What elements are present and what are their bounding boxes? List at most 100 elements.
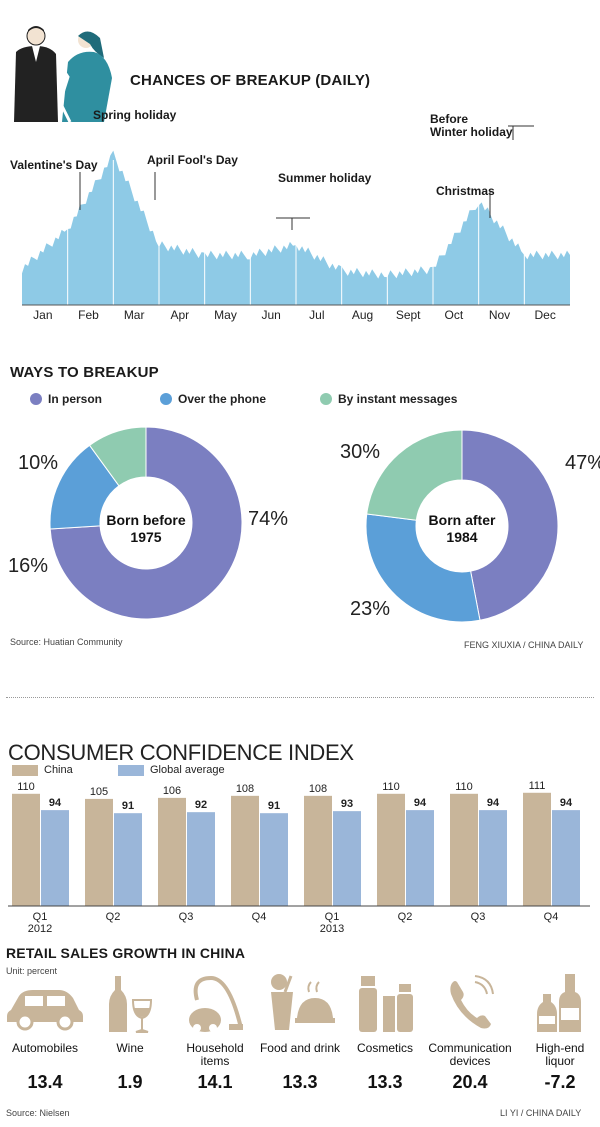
cci-tick-label: Q3 <box>179 911 194 923</box>
cci-tick-label: Q4 <box>252 911 267 923</box>
food-drink-icon <box>260 972 340 1039</box>
cci-tick-label: Q2 <box>398 911 413 923</box>
cci-tick-label: Q4 <box>544 911 559 923</box>
month-tick-label: Mar <box>123 308 145 322</box>
annotation-valentines: Valentine's Day <box>10 158 98 172</box>
cci-tick-label: Q2 <box>106 911 121 923</box>
cci-value-china: 106 <box>163 785 181 797</box>
retail-label-line: devices <box>449 1054 491 1068</box>
cci-bar-china <box>231 795 259 906</box>
cci-bar-china <box>450 793 478 906</box>
cci-bar-chart: 11094Q1201210591Q210692Q310891Q410893Q12… <box>8 780 590 935</box>
retail-category-label: High-end liquor <box>515 1042 600 1068</box>
retail-label-line: items <box>200 1054 230 1068</box>
cci-legend-china-label: China <box>44 764 73 776</box>
cci-tick-label: Q1 <box>33 911 48 923</box>
cci-value-china: 110 <box>382 781 400 793</box>
donut-after <box>365 429 559 623</box>
legend-swatch-phone <box>160 393 172 405</box>
retail-title: RETAIL SALES GROWTH IN CHINA <box>6 945 246 961</box>
legend-label-im: By instant messages <box>338 392 458 406</box>
wine-icon <box>90 972 170 1039</box>
cci-bar-global <box>260 813 288 906</box>
retail-label-line: Food and drink <box>259 1041 341 1055</box>
annotation-before-winter-1: Before <box>430 112 469 126</box>
cci-bar-china <box>12 793 40 906</box>
annotation-christmas: Christmas <box>436 184 495 198</box>
breakup-chart-title: CHANCES OF BREAKUP (DAILY) <box>130 72 371 89</box>
liquor-icon <box>520 972 600 1039</box>
cci-tick-label: Q3 <box>471 911 486 923</box>
cci-title: CONSUMER CONFIDENCE INDEX <box>8 740 354 765</box>
vacuum-icon <box>175 972 255 1039</box>
cci-value-global: 92 <box>195 799 207 811</box>
cci-value-global: 94 <box>560 797 573 809</box>
donut-before-label: Born before 1975 <box>96 512 196 546</box>
retail-value: 13.3 <box>282 1072 318 1092</box>
donut-after-label-1: Born after <box>428 512 496 528</box>
pct-before-im: 10% <box>18 452 59 474</box>
retail-value: 13.3 <box>367 1072 403 1092</box>
donut-before <box>49 426 243 620</box>
retail-label-line: Cosmetics <box>356 1041 413 1055</box>
pct-before-in-person: 74% <box>248 508 289 530</box>
cci-legend-china: China <box>12 764 73 776</box>
retail-category-label: Food and drink <box>255 1042 345 1055</box>
cci-value-global: 94 <box>414 797 427 809</box>
retail-category-label: Communication devices <box>425 1042 515 1068</box>
month-tick-label: Apr <box>170 308 190 322</box>
cci-bar-global <box>333 811 361 906</box>
month-tick-label: Jun <box>261 308 281 322</box>
cci-value-china: 110 <box>17 781 35 793</box>
cci-value-global: 91 <box>268 800 280 812</box>
cci-value-global: 94 <box>487 797 500 809</box>
cci-bar-global <box>552 810 580 906</box>
retail-label-line: Automobiles <box>11 1041 79 1055</box>
month-tick-label: Aug <box>351 308 374 322</box>
retail-unit: Unit: percent <box>6 966 58 976</box>
month-tick-label: Feb <box>78 308 99 322</box>
retail-value: 1.9 <box>117 1072 143 1092</box>
cci-legend-global: Global average <box>118 764 225 776</box>
retail-value: -7.2 <box>544 1072 576 1092</box>
pct-before-phone: 16% <box>8 555 49 577</box>
legend-phone: Over the phone <box>160 392 266 406</box>
retail-label-line: Communication <box>428 1041 512 1055</box>
retail-category-label: Household items <box>170 1042 260 1068</box>
annotation-before-winter-2: Winter holiday <box>430 125 513 139</box>
month-axis: Jan Feb Mar Apr May Jun Jul Aug Sept Oct Nov Dec <box>20 308 572 324</box>
month-tick-label: May <box>214 308 237 322</box>
section-divider <box>6 697 594 698</box>
retail-source: Source: Nielsen <box>6 1108 70 1118</box>
donut-before-label-1: Born before <box>106 512 186 528</box>
retail-value: 14.1 <box>197 1072 233 1092</box>
donut-slice-in-person <box>49 426 243 620</box>
donut-slice-in-person <box>461 429 559 621</box>
retail-credit: LI YI / CHINA DAILY <box>500 1108 582 1118</box>
cci-bar-china <box>158 797 186 906</box>
couple-illustration <box>8 22 123 123</box>
annotation-spring: Spring holiday <box>93 108 177 122</box>
donut-slice-im <box>366 429 463 521</box>
retail-category-label: Automobiles <box>0 1042 90 1055</box>
pct-after-in-person: 47% <box>565 452 600 474</box>
cci-value-china: 105 <box>90 786 108 798</box>
cci-bar-china <box>304 795 332 906</box>
month-tick-label: Jul <box>309 308 325 322</box>
cci-tick-label: 2013 <box>320 923 344 935</box>
legend-label-phone: Over the phone <box>178 392 267 406</box>
month-tick-label: Sept <box>395 308 421 322</box>
cci-bar-china <box>85 798 113 906</box>
cci-swatch-global <box>118 764 144 776</box>
pct-after-im: 23% <box>350 598 391 620</box>
breakup-area-chart <box>22 125 570 306</box>
donut-slice-im <box>88 426 147 487</box>
cci-value-global: 91 <box>122 800 134 812</box>
donut-after-label: Born after 1984 <box>412 512 512 546</box>
cci-tick-label: 2012 <box>28 923 52 935</box>
month-tick-label: Oct <box>444 308 464 322</box>
retail-label-line: High-end <box>535 1041 585 1055</box>
retail-label-line: Wine <box>116 1041 144 1055</box>
phone-icon <box>430 972 510 1039</box>
cci-value-china: 108 <box>309 783 327 795</box>
